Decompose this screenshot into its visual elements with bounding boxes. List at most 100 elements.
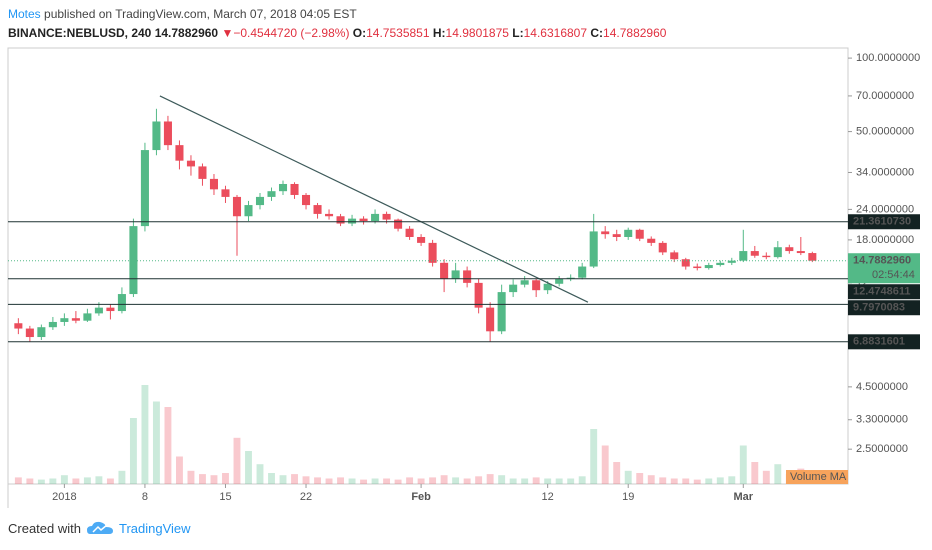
- candle-body: [750, 251, 759, 256]
- candle-body: [209, 178, 218, 190]
- candle-body: [14, 323, 23, 329]
- volume-bar: [49, 478, 57, 484]
- author[interactable]: Motes: [8, 7, 41, 21]
- y-tick-label: 34.0000000: [856, 166, 914, 178]
- candle-body: [486, 307, 495, 332]
- candle-body: [693, 266, 702, 269]
- candle-body: [509, 284, 518, 293]
- candle-body: [785, 247, 794, 252]
- arrow: ▼: [221, 26, 234, 40]
- symbol: BINANCE:NEBLUSD, 240: [8, 26, 152, 40]
- candle-body: [624, 229, 633, 237]
- volume-bar: [83, 477, 91, 484]
- y-tick-label: 4.5000000: [856, 381, 908, 393]
- x-tick-label: 2018: [52, 491, 76, 503]
- x-tick-label: Feb: [411, 491, 431, 503]
- volume-bar: [429, 477, 437, 484]
- volume-bar: [199, 474, 206, 484]
- volume-bar: [210, 475, 218, 484]
- candle-body: [394, 219, 403, 229]
- y-tick-label: 50.0000000: [856, 125, 914, 137]
- candle-body: [348, 218, 357, 224]
- candle-body: [566, 277, 575, 279]
- candle-body: [186, 160, 195, 167]
- candle-body: [543, 283, 552, 291]
- candle-body: [451, 270, 460, 279]
- volume-bar: [37, 479, 45, 484]
- volume-bar: [95, 476, 103, 484]
- candle-body: [198, 166, 207, 179]
- volume-bar: [762, 470, 770, 484]
- volume-bar: [222, 473, 229, 484]
- volume-bar: [693, 479, 701, 484]
- volume-bar: [129, 418, 137, 484]
- volume-legend-bg: [786, 470, 848, 484]
- candle-body: [739, 251, 748, 261]
- c-label: C:: [590, 26, 604, 40]
- candle-body: [60, 318, 69, 322]
- price-label: 6.8831601: [853, 336, 905, 348]
- volume-bar: [26, 478, 34, 484]
- candle-body: [601, 231, 610, 235]
- volume-bar: [291, 474, 298, 484]
- volume-bar: [302, 476, 310, 484]
- volume-bar: [360, 479, 368, 484]
- y-tick-label: 3.3000000: [856, 414, 908, 426]
- volume-bar: [72, 478, 80, 484]
- candle-body: [25, 328, 34, 338]
- volume-bar: [187, 470, 195, 484]
- candle-body: [727, 260, 736, 263]
- price-label-bg: [848, 253, 920, 284]
- candle-body: [336, 216, 345, 224]
- x-tick-label: 19: [622, 491, 634, 503]
- candle-body: [117, 294, 126, 312]
- volume-bar: [670, 478, 678, 484]
- volume-bar: [601, 445, 609, 484]
- candle-body: [704, 265, 713, 269]
- c: 14.7882960: [603, 26, 667, 40]
- price-label-bg: [848, 214, 920, 230]
- candle-body: [382, 213, 391, 220]
- o-label: O:: [352, 26, 367, 40]
- candle-body: [48, 321, 57, 328]
- candle-body: [71, 318, 80, 321]
- logo[interactable]: [86, 520, 113, 536]
- volume-bar: [475, 476, 483, 484]
- candle-body: [163, 121, 172, 146]
- volume-bar: [751, 462, 759, 484]
- volume-bar: [268, 473, 275, 484]
- volume-bar: [176, 456, 183, 484]
- volume-bar: [337, 477, 344, 484]
- volume-bar: [440, 475, 448, 484]
- price-label-bg: [848, 284, 920, 300]
- l-label: L:: [512, 26, 524, 40]
- x-tick-label: 22: [300, 491, 312, 503]
- volume-bar: [659, 477, 667, 484]
- footer: Created with TradingView: [8, 520, 191, 536]
- brand[interactable]: TradingView: [118, 520, 191, 536]
- volume-bar: [578, 476, 586, 484]
- candle-body: [428, 242, 437, 263]
- candle-body: [267, 191, 276, 197]
- volume-bar: [521, 478, 529, 484]
- volume-bar: [509, 478, 517, 484]
- volume-bar: [233, 437, 241, 484]
- candle-body: [773, 247, 782, 258]
- volume-bar: [636, 473, 644, 484]
- candle-body: [635, 229, 644, 239]
- candle-body: [762, 255, 771, 258]
- chart: 100.0000000 70.0000000 50.0000000 34.000000…: [7, 47, 920, 508]
- published: published on TradingView.com, March 07, …: [44, 7, 357, 21]
- candle-body: [532, 280, 541, 291]
- header-line-1: Motes published on TradingView.com, Marc…: [8, 5, 666, 24]
- volume-bar: [613, 462, 621, 484]
- x-tick-label: 8: [142, 491, 148, 503]
- candle-body: [578, 266, 587, 278]
- candle-body: [359, 218, 368, 222]
- candle-body: [94, 307, 103, 314]
- candle-body: [302, 194, 311, 206]
- volume-bar: [314, 477, 321, 484]
- volume-bar: [463, 478, 471, 484]
- candle-body: [808, 253, 817, 261]
